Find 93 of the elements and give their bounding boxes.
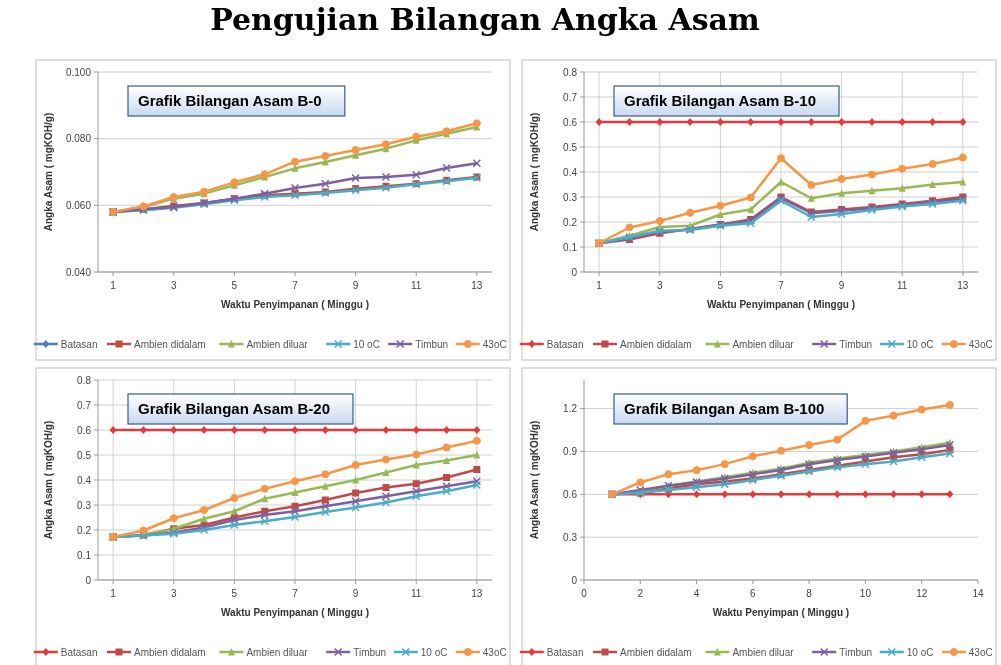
y-axis-title: Angka Asam ( mgKOH/g) — [43, 420, 54, 540]
x-tick-label: 10 — [859, 588, 872, 599]
x-tick-label: 1 — [110, 588, 117, 599]
x-tick-label: 1 — [596, 280, 603, 291]
y-tick-label: 0 — [85, 574, 92, 586]
y-tick-label: 0.4 — [77, 474, 92, 486]
legend-label: 43oC — [968, 646, 993, 658]
x-tick-label: 14 — [972, 588, 984, 599]
y-axis-title: Angka Asam ( mgKOH/g) — [529, 112, 540, 232]
x-tick-label: 5 — [717, 280, 724, 291]
legend-label: Timbun — [839, 338, 873, 350]
legend-label: Ambien didalam — [620, 646, 692, 658]
x-axis-title: Waktu Penyimpanan ( Minggu ) — [221, 299, 369, 310]
x-tick-label: 7 — [292, 280, 299, 291]
legend-label: Timbun — [839, 646, 873, 658]
y-tick-label: 0 — [571, 266, 578, 278]
x-axis-title: Waktu Penyimpanan ( Minggu ) — [221, 607, 369, 618]
x-tick-label: 9 — [352, 588, 359, 599]
x-tick-label: 11 — [411, 280, 422, 291]
x-axis-title: Waktu Penyimpanan ( Minggu ) — [707, 299, 855, 310]
x-tick-label: 7 — [778, 280, 785, 291]
x-tick-label: 2 — [637, 588, 644, 599]
y-axis-title: Angka Asam ( mgKOH/g) — [529, 420, 540, 540]
y-tick-label: 0.1 — [77, 549, 92, 561]
legend-label: Batasan — [60, 646, 98, 658]
x-axis-title: Waktu Penyimpan ( Minggu ) — [712, 607, 850, 618]
y-tick-label: 0.2 — [563, 216, 578, 228]
x-tick-label: 9 — [838, 280, 845, 291]
x-tick-label: 11 — [897, 280, 908, 291]
x-tick-label: 3 — [656, 280, 663, 291]
y-tick-label: 0.8 — [77, 374, 92, 386]
text: Grafik Bilangan Asam B-20 — [138, 400, 331, 417]
y-axis-title: Angka Asam ( mgKOH/g) — [43, 112, 54, 232]
y-tick-label: 0.9 — [563, 445, 578, 457]
y-tick-label: 0.6 — [77, 424, 92, 436]
y-tick-label: 0.5 — [77, 449, 92, 461]
legend-label: 10 oC — [420, 646, 448, 658]
x-tick-label: 13 — [957, 280, 969, 291]
x-tick-label: 13 — [471, 588, 483, 599]
legend-label: Ambien diluar — [732, 338, 795, 350]
y-tick-label: 0.080 — [65, 133, 92, 145]
text: Grafik Bilangan Asam B-0 — [138, 92, 322, 109]
x-tick-label: 7 — [292, 588, 299, 599]
y-tick-label: 1.2 — [563, 403, 578, 415]
legend-label: Ambien didalam — [134, 338, 206, 350]
legend-label: Ambien diluar — [246, 338, 309, 350]
legend-label: 43oC — [482, 338, 507, 350]
legend-label: 10 oC — [906, 646, 934, 658]
legend-label: Timbun — [415, 338, 449, 350]
legend-label: Batasan — [546, 338, 584, 350]
x-tick-label: 9 — [352, 280, 359, 291]
x-tick-label: 4 — [693, 588, 700, 599]
y-tick-label: 0.040 — [65, 266, 92, 278]
y-tick-label: 0.3 — [563, 191, 578, 203]
y-tick-label: 0.7 — [563, 91, 578, 103]
y-tick-label: 0.2 — [77, 524, 92, 536]
y-tick-label: 0.100 — [65, 66, 92, 78]
x-tick-label: 12 — [916, 588, 928, 599]
legend-label: 43oC — [482, 646, 507, 658]
legend-label: Timbun — [353, 646, 387, 658]
text: Pengujian Bilangan Angka Asam — [210, 2, 761, 37]
x-tick-label: 5 — [231, 280, 238, 291]
legend-label: 43oC — [968, 338, 993, 350]
x-tick-label: 3 — [170, 588, 177, 599]
x-tick-label: 5 — [231, 588, 238, 599]
legend-label: 10 oC — [906, 338, 934, 350]
legend-label: Ambien didalam — [620, 338, 692, 350]
y-tick-label: 0.3 — [77, 499, 92, 511]
y-tick-label: 0.6 — [563, 116, 578, 128]
y-tick-label: 0.8 — [563, 66, 578, 78]
x-tick-label: 3 — [170, 280, 177, 291]
legend-label: Ambien didalam — [134, 646, 206, 658]
y-tick-label: 0.1 — [563, 241, 578, 253]
legend-label: 10 oC — [353, 338, 380, 350]
legend-label: Ambien diluar — [246, 646, 309, 658]
x-tick-label: 6 — [750, 588, 757, 599]
y-tick-label: 0.3 — [563, 531, 578, 543]
y-tick-label: 0.5 — [563, 141, 578, 153]
y-tick-label: 0.4 — [563, 166, 578, 178]
x-tick-label: 1 — [110, 280, 117, 291]
y-tick-label: 0.6 — [563, 488, 578, 500]
x-tick-label: 11 — [411, 588, 422, 599]
y-tick-label: 0 — [571, 574, 578, 586]
y-tick-label: 0.060 — [65, 199, 92, 211]
x-tick-label: 13 — [471, 280, 483, 291]
legend-label: Ambien diluar — [732, 646, 795, 658]
legend-label: Batasan — [546, 646, 584, 658]
legend-label: Batasan — [60, 338, 98, 350]
text: Grafik Bilangan Asam B-10 — [624, 92, 817, 109]
y-tick-label: 0.7 — [77, 399, 92, 411]
x-tick-label: 0 — [581, 588, 588, 599]
x-tick-label: 8 — [806, 588, 813, 599]
text: Grafik Bilangan Asam B-100 — [624, 400, 825, 417]
